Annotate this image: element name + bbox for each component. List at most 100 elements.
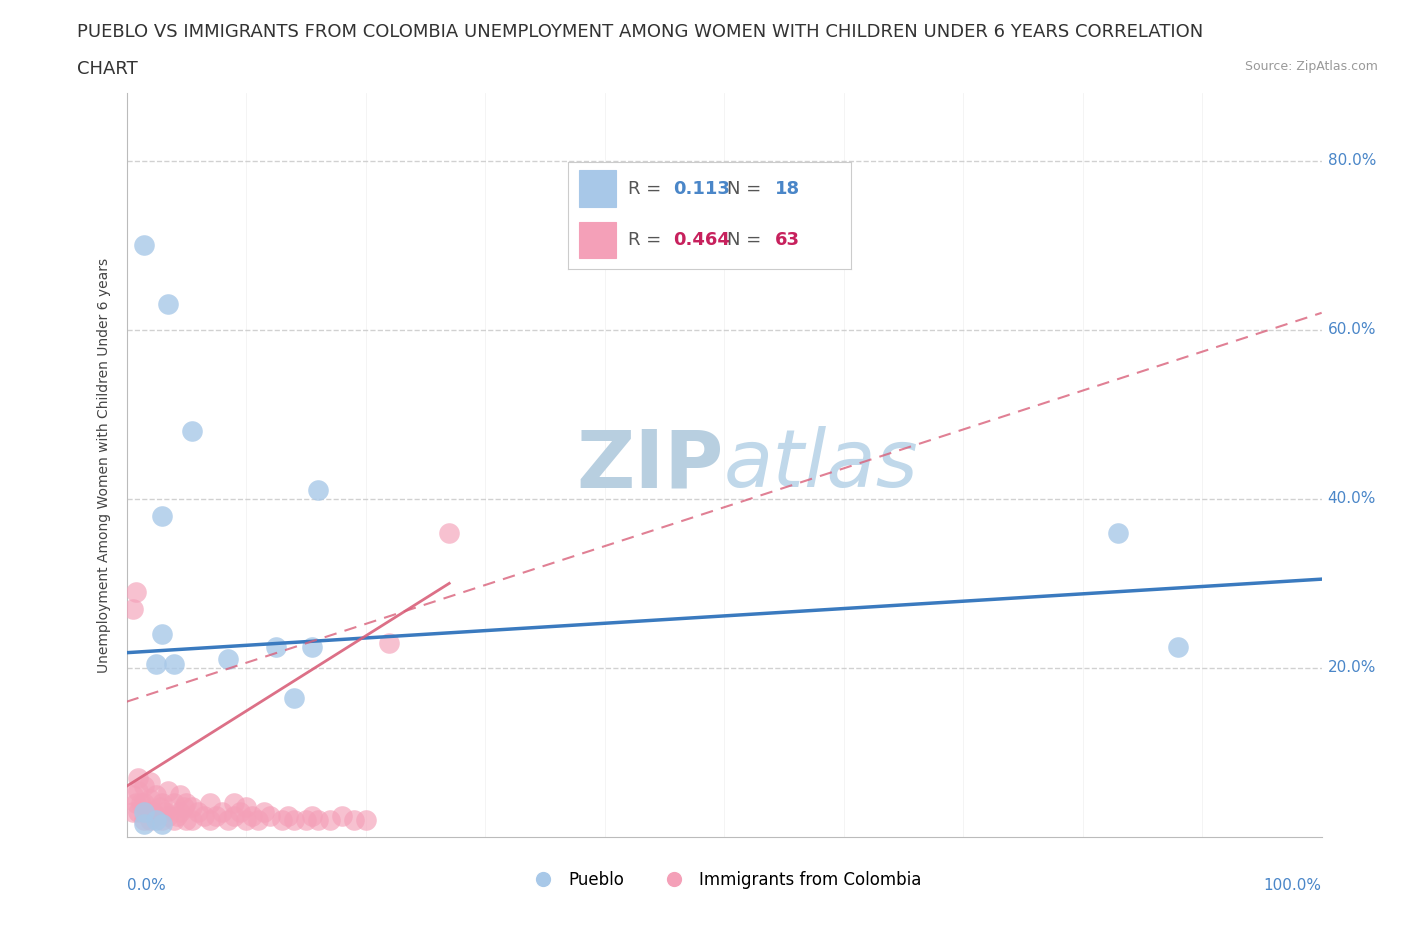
Point <box>145 788 167 803</box>
Point <box>1167 639 1189 654</box>
Point <box>222 808 246 823</box>
Point <box>283 813 305 828</box>
Text: 0.113: 0.113 <box>673 179 730 197</box>
Point <box>354 813 377 828</box>
Point <box>217 813 239 828</box>
Point <box>181 813 204 828</box>
Point <box>439 525 461 540</box>
Point <box>253 804 276 819</box>
Point <box>150 509 174 524</box>
Point <box>127 770 149 785</box>
Point <box>277 808 299 823</box>
Point <box>121 602 143 617</box>
Point <box>125 584 148 599</box>
Point <box>129 796 152 811</box>
Text: N =: N = <box>727 179 766 197</box>
Bar <box>579 170 616 206</box>
Point <box>127 804 149 819</box>
Point <box>134 778 156 793</box>
Point <box>235 800 257 815</box>
Point <box>294 813 316 828</box>
Point <box>173 800 195 815</box>
Point <box>150 813 174 828</box>
Point <box>157 808 180 823</box>
Point <box>378 635 401 650</box>
Point <box>145 813 167 828</box>
Point <box>270 813 294 828</box>
Text: R =: R = <box>627 232 666 249</box>
Point <box>121 804 143 819</box>
Point <box>222 796 246 811</box>
Point <box>150 817 174 831</box>
Point <box>163 796 186 811</box>
Point <box>1108 525 1130 540</box>
Point <box>235 813 257 828</box>
Point <box>187 804 209 819</box>
Point <box>229 804 252 819</box>
Point <box>125 796 148 811</box>
Point <box>149 800 172 815</box>
Text: 40.0%: 40.0% <box>1327 491 1376 506</box>
Point <box>193 808 215 823</box>
Point <box>150 627 174 642</box>
Legend: Pueblo, Immigrants from Colombia: Pueblo, Immigrants from Colombia <box>520 864 928 896</box>
Point <box>136 804 159 819</box>
Text: 18: 18 <box>775 179 800 197</box>
Text: 100.0%: 100.0% <box>1264 878 1322 893</box>
Point <box>307 483 329 498</box>
Point <box>157 297 180 312</box>
Point <box>211 804 233 819</box>
Point <box>181 424 204 439</box>
Y-axis label: Unemployment Among Women with Children Under 6 years: Unemployment Among Women with Children U… <box>97 258 111 672</box>
Point <box>139 791 162 806</box>
Point <box>205 808 228 823</box>
Point <box>259 808 281 823</box>
Text: 60.0%: 60.0% <box>1327 322 1376 338</box>
Point <box>200 813 222 828</box>
Text: Source: ZipAtlas.com: Source: ZipAtlas.com <box>1244 60 1378 73</box>
Point <box>166 808 188 823</box>
Text: CHART: CHART <box>77 60 138 78</box>
Point <box>134 817 156 831</box>
Point <box>145 657 167 671</box>
Text: 0.464: 0.464 <box>673 232 730 249</box>
Point <box>121 788 143 803</box>
Point <box>139 813 162 828</box>
Point <box>264 639 287 654</box>
Text: 0.0%: 0.0% <box>127 878 166 893</box>
Point <box>127 783 149 798</box>
Point <box>157 783 180 798</box>
Point <box>283 690 305 705</box>
Point <box>217 652 239 667</box>
Point <box>181 800 204 815</box>
Point <box>240 808 263 823</box>
Point <box>330 808 353 823</box>
Point <box>163 657 186 671</box>
Text: ZIP: ZIP <box>576 426 724 504</box>
Point <box>134 238 156 253</box>
Point <box>200 796 222 811</box>
Point <box>169 788 191 803</box>
Point <box>150 796 174 811</box>
Point <box>169 804 191 819</box>
Point <box>139 775 162 790</box>
Point <box>307 813 329 828</box>
Point <box>153 804 176 819</box>
Text: PUEBLO VS IMMIGRANTS FROM COLOMBIA UNEMPLOYMENT AMONG WOMEN WITH CHILDREN UNDER : PUEBLO VS IMMIGRANTS FROM COLOMBIA UNEMP… <box>77 23 1204 41</box>
Text: R =: R = <box>627 179 666 197</box>
Text: 80.0%: 80.0% <box>1327 153 1376 168</box>
Point <box>142 804 165 819</box>
Point <box>174 796 197 811</box>
Point <box>301 639 323 654</box>
Point <box>163 813 186 828</box>
Bar <box>579 222 616 259</box>
Point <box>318 813 342 828</box>
Point <box>134 804 156 819</box>
Point <box>343 813 366 828</box>
Point <box>134 796 156 811</box>
Text: 20.0%: 20.0% <box>1327 660 1376 675</box>
Text: N =: N = <box>727 232 766 249</box>
Point <box>174 813 197 828</box>
Text: atlas: atlas <box>724 426 920 504</box>
Text: 63: 63 <box>775 232 800 249</box>
